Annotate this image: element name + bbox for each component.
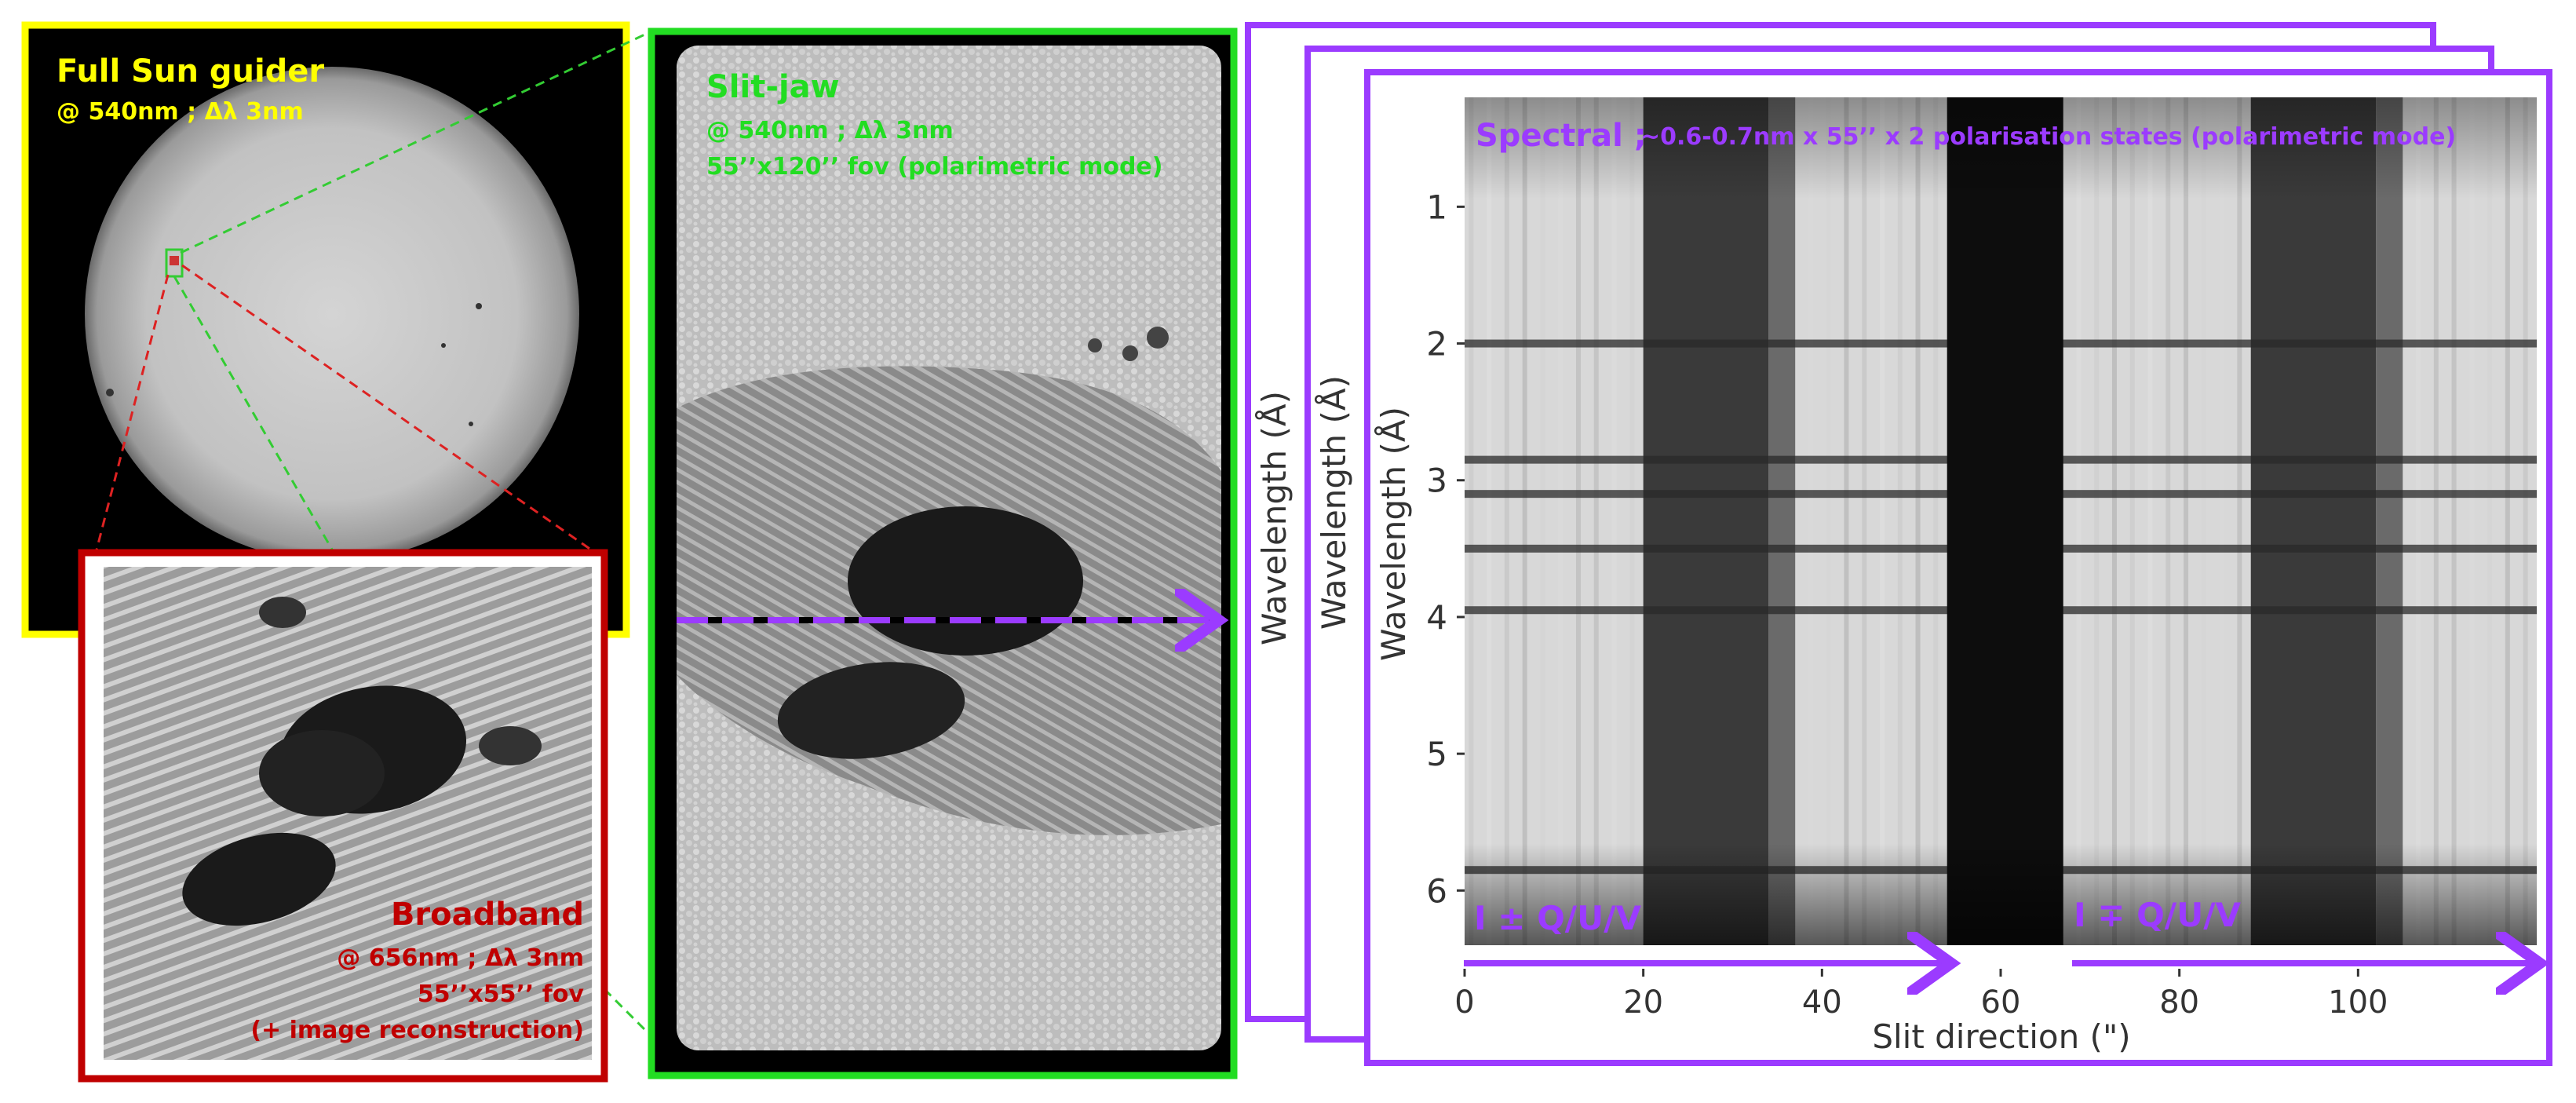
slitjaw-umbra-lower	[777, 662, 965, 759]
slitjaw-pores	[1088, 327, 1169, 361]
broadband-image	[104, 567, 592, 1060]
slitjaw-title: Slit-jaw	[706, 69, 840, 105]
broadband-line3: (+ image reconstruction)	[250, 1017, 584, 1044]
connector-broadband-right	[181, 264, 605, 561]
connector-slitjaw-bottom	[173, 276, 339, 560]
guider-subtitle: @ 540nm ; Δλ 3nm	[57, 98, 304, 126]
polarisation-state-right: I ∓ Q/U/V	[2074, 896, 2242, 934]
connector-slitjaw-top	[180, 30, 652, 254]
slitjaw-umbra-upper	[848, 506, 1083, 656]
spectral-ylabel-middle: Wavelength (Å)	[1314, 375, 1353, 630]
spectrum-vignette	[1465, 97, 2537, 945]
broadband-sunspots	[182, 597, 542, 926]
spectrum-image	[1465, 97, 2537, 945]
ytick-label: 4	[1426, 598, 1447, 637]
full-sun-guider-panel: Full Sun guider @ 540nm ; Δλ 3nm	[21, 21, 630, 638]
guider-title: Full Sun guider	[57, 53, 324, 89]
xtick-label: 60	[1981, 984, 2021, 1021]
connector-lines	[93, 30, 653, 1038]
ytick-label: 5	[1426, 735, 1447, 773]
spectral-xlabel: Slit direction (")	[1872, 1017, 2130, 1056]
sun-disk	[85, 67, 579, 561]
ytick-label: 6	[1426, 871, 1447, 910]
broadband-title: Broadband	[391, 897, 584, 933]
slitjaw-line1: @ 540nm ; Δλ 3nm	[706, 117, 954, 144]
spectral-panels: Wavelength (Å) Wavelength (Å) Wavelength…	[1245, 22, 2552, 1066]
slitjaw-line2: 55’’x120’’ fov (polarimetric mode)	[706, 153, 1162, 181]
connector-broadband-left	[93, 274, 170, 560]
xtick-label: 100	[2328, 984, 2388, 1021]
xtick-label: 80	[2159, 984, 2199, 1021]
ytick-label: 3	[1426, 462, 1447, 500]
broadband-line2: 55’’x55’’ fov	[418, 981, 585, 1008]
broadband-fov-marker	[170, 256, 179, 265]
polarisation-state-left: I ± Q/U/V	[1474, 899, 1642, 937]
spectral-ylabel-front: Wavelength (Å)	[1374, 407, 1413, 661]
xtick-label: 40	[1802, 984, 1842, 1021]
ytick-label: 2	[1426, 325, 1447, 363]
broadband-panel: Broadband @ 656nm ; Δλ 3nm 55’’x55’’ fov…	[78, 549, 608, 1083]
spectral-ylabel-back: Wavelength (Å)	[1254, 391, 1293, 645]
broadband-line1: @ 656nm ; Δλ 3nm	[337, 944, 584, 972]
spectral-title-main: Spectral ;	[1476, 118, 1647, 154]
sun-spots	[106, 303, 482, 426]
ytick-label: 1	[1426, 188, 1447, 226]
slitjaw-panel: Slit-jaw @ 540nm ; Δλ 3nm 55’’x120’’ fov…	[648, 27, 1238, 1079]
xtick-label: 0	[1454, 984, 1474, 1021]
connector-broadband-slitjaw	[603, 988, 653, 1038]
spectral-title-rest: ~0.6-0.7nm x 55’’ x 2 polarisation state…	[1640, 123, 2456, 151]
xtick-label: 20	[1623, 984, 1663, 1021]
